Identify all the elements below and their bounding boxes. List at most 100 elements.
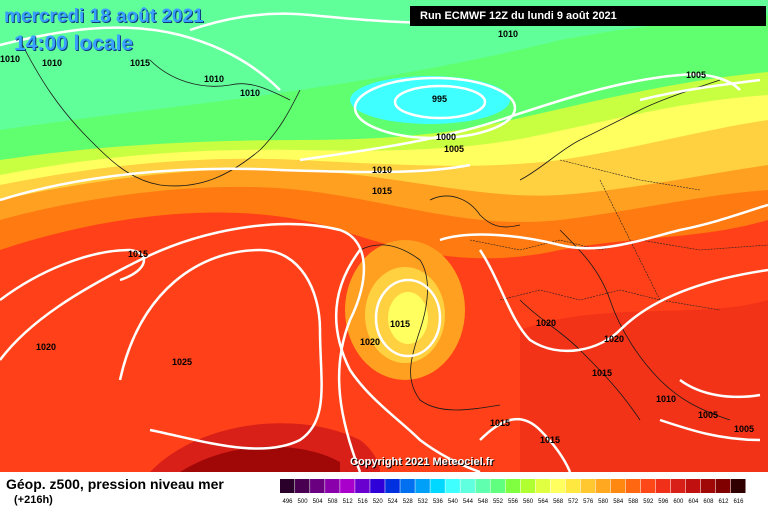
scale-label: 500 bbox=[298, 499, 309, 505]
scale-label: 508 bbox=[328, 499, 339, 505]
scale-label: 548 bbox=[478, 499, 489, 505]
forecast-lead: (+216h) bbox=[14, 494, 53, 506]
isobar-label: 1010 bbox=[42, 58, 62, 68]
scale-swatch bbox=[550, 479, 566, 493]
borders bbox=[469, 159, 768, 311]
scale-label: 516 bbox=[358, 499, 369, 505]
z500-high-core bbox=[180, 446, 340, 472]
scale-label: 532 bbox=[418, 499, 429, 505]
copyright: Copyright 2021 Meteociel.fr bbox=[350, 456, 494, 468]
isobar-label: 1015 bbox=[372, 186, 392, 196]
scale-swatch bbox=[445, 479, 460, 493]
isobar-label: 1010 bbox=[240, 88, 260, 98]
scale-label: 560 bbox=[523, 499, 534, 505]
scale-swatch bbox=[565, 479, 581, 493]
scale-label: 528 bbox=[403, 499, 414, 505]
isobar-label: 1010 bbox=[372, 165, 392, 175]
scale-label: 612 bbox=[718, 499, 729, 505]
scale-label: 544 bbox=[463, 499, 474, 505]
scale-label: 564 bbox=[538, 499, 549, 505]
scale-label: 536 bbox=[433, 499, 444, 505]
isobar-labels: 1010 1010 1015 1010 1010 1010 995 1000 1… bbox=[0, 29, 754, 445]
scale-swatch bbox=[520, 479, 536, 493]
scale-label: 520 bbox=[373, 499, 384, 505]
scale-swatch bbox=[355, 479, 370, 493]
isobar-label: 1005 bbox=[734, 424, 754, 434]
scale-swatch bbox=[535, 479, 551, 493]
scale-label: 604 bbox=[688, 499, 699, 505]
scale-label: 616 bbox=[733, 499, 744, 505]
scale-swatch bbox=[580, 479, 596, 493]
scale-swatch bbox=[610, 479, 626, 493]
scale-swatch bbox=[400, 479, 415, 493]
isobar-label: 1015 bbox=[540, 435, 560, 445]
map-title: Géop. z500, pression niveau mer bbox=[6, 476, 224, 492]
scale-label: 608 bbox=[703, 499, 714, 505]
scale-swatch bbox=[640, 479, 656, 493]
z500-ridge-inner bbox=[388, 292, 428, 344]
isobar-label: 1000 bbox=[436, 132, 456, 142]
scale-label: 588 bbox=[628, 499, 639, 505]
isobar-label: 995 bbox=[432, 94, 447, 104]
color-scale: 496 500 504 508 512 516 520 524 528 532 536 540 544 5… bbox=[280, 479, 746, 505]
isobar-label: 1015 bbox=[490, 418, 510, 428]
scale-label: 600 bbox=[673, 499, 684, 505]
scale-swatch bbox=[385, 479, 400, 493]
scale-label: 580 bbox=[598, 499, 609, 505]
scale-label: 596 bbox=[658, 499, 669, 505]
isobar-label: 1025 bbox=[172, 357, 192, 367]
isobar-label: 1020 bbox=[536, 318, 556, 328]
isobar-label: 1020 bbox=[360, 337, 380, 347]
scale-swatch bbox=[670, 479, 686, 493]
isobar-label: 1015 bbox=[390, 319, 410, 329]
scale-label: 576 bbox=[583, 499, 594, 505]
z500-low-cyan bbox=[350, 76, 510, 124]
isobar-label: 1005 bbox=[698, 410, 718, 420]
scale-label: 592 bbox=[643, 499, 654, 505]
isobar-label: 1010 bbox=[656, 394, 676, 404]
scale-swatch bbox=[460, 479, 475, 493]
scale-swatch bbox=[340, 479, 355, 493]
scale-swatch bbox=[715, 479, 731, 493]
scale-swatch bbox=[625, 479, 641, 493]
scale-swatch bbox=[685, 479, 701, 493]
scale-swatch bbox=[415, 479, 430, 493]
isobar-label: 1015 bbox=[592, 368, 612, 378]
scale-label: 496 bbox=[283, 499, 294, 505]
scale-swatch bbox=[730, 479, 746, 493]
isobar-label: 1020 bbox=[604, 334, 624, 344]
coastlines bbox=[19, 39, 731, 421]
z500-mediterranean bbox=[520, 300, 768, 472]
weather-map: 1010 1010 1015 1010 1010 1010 995 1000 1… bbox=[0, 0, 768, 472]
forecast-time: 14:00 locale bbox=[14, 32, 134, 55]
scale-swatch bbox=[505, 479, 521, 493]
scale-swatch bbox=[310, 479, 325, 493]
z500-band-544 bbox=[0, 0, 768, 130]
scale-swatch bbox=[475, 479, 490, 493]
scale-label: 584 bbox=[613, 499, 624, 505]
scale-swatch bbox=[490, 479, 505, 493]
isobar-label: 1005 bbox=[686, 70, 706, 80]
isobar-label: 1010 bbox=[0, 54, 20, 64]
isobar-label: 1020 bbox=[36, 342, 56, 352]
scale-swatch bbox=[295, 479, 310, 493]
scale-label: 568 bbox=[553, 499, 564, 505]
scale-label: 504 bbox=[313, 499, 324, 505]
forecast-date: mercredi 18 août 2021 bbox=[4, 6, 204, 27]
scale-swatch bbox=[700, 479, 716, 493]
scale-swatch bbox=[595, 479, 611, 493]
scale-swatch bbox=[430, 479, 445, 493]
scale-label: 572 bbox=[568, 499, 579, 505]
run-banner: Run ECMWF 12Z du lundi 9 août 2021 bbox=[410, 6, 766, 26]
scale-swatch bbox=[280, 479, 295, 493]
isobar-label: 1015 bbox=[128, 249, 148, 259]
isobar-label: 1005 bbox=[444, 144, 464, 154]
scale-swatch bbox=[325, 479, 340, 493]
scale-label: 556 bbox=[508, 499, 519, 505]
scale-label: 524 bbox=[388, 499, 399, 505]
isobar-label: 1010 bbox=[204, 74, 224, 84]
scale-swatch bbox=[655, 479, 671, 493]
scale-swatch bbox=[370, 479, 385, 493]
scale-label: 552 bbox=[493, 499, 504, 505]
isobar-label: 1010 bbox=[498, 29, 518, 39]
